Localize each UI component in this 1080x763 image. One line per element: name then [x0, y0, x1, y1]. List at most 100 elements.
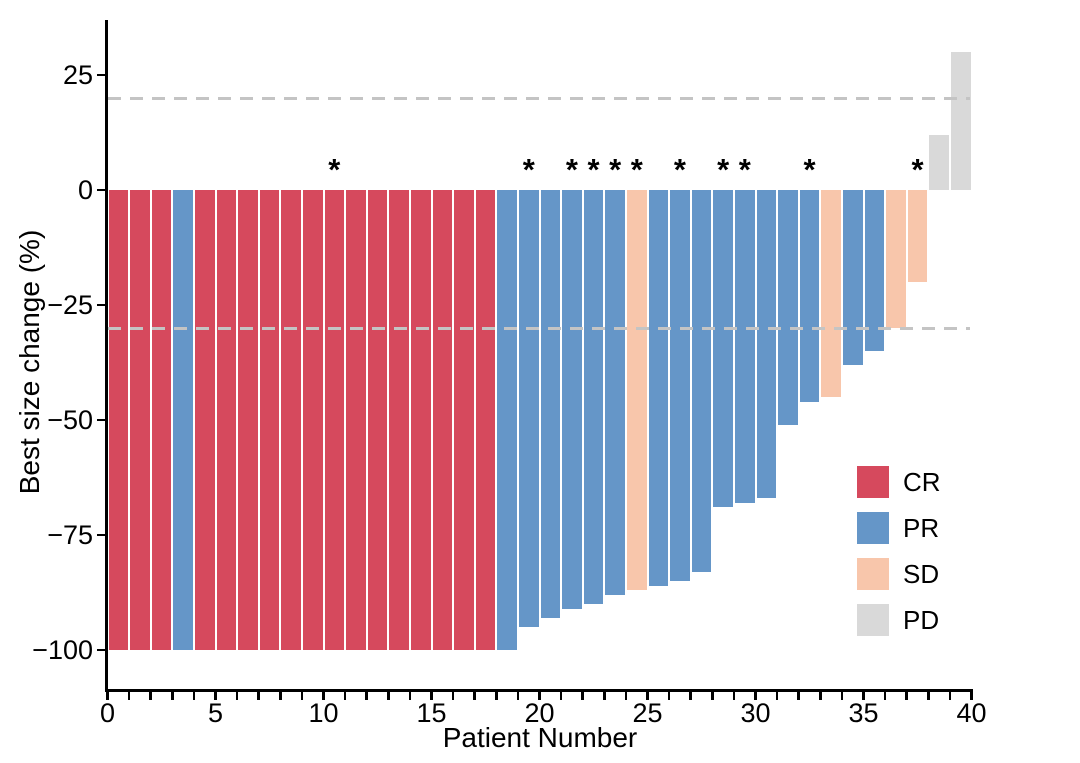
- x-tick-40: [970, 692, 973, 700]
- x-tick-37: [905, 692, 908, 700]
- x-tick-label-25: 25: [632, 698, 663, 728]
- legend-label-SD: SD: [903, 559, 940, 589]
- y-tick-label-0: 0: [77, 175, 93, 205]
- x-tick-7: [257, 692, 260, 700]
- bar-patient-6: [216, 190, 237, 650]
- x-tick-8: [279, 692, 282, 700]
- bar-patient-40: [951, 52, 971, 190]
- bar-patient-10: [303, 190, 323, 650]
- x-tick-38: [927, 692, 930, 700]
- y-axis-line: [105, 20, 108, 692]
- y-tick-25: [97, 73, 105, 77]
- x-tick-26: [667, 692, 671, 700]
- x-tick-20: [538, 692, 541, 700]
- y-tick-label-−50: −50: [47, 405, 93, 435]
- x-tick-10: [322, 692, 325, 700]
- y-tick-−25: [97, 303, 105, 307]
- x-tick-label-35: 35: [848, 698, 879, 728]
- bar-patient-36: [864, 190, 885, 351]
- x-tick-label-40: 40: [956, 698, 987, 728]
- star-annotation-patient-29: *: [717, 152, 730, 187]
- x-tick-14: [408, 692, 412, 700]
- x-tick-23: [603, 692, 606, 700]
- x-tick-17: [473, 692, 476, 700]
- x-tick-12: [365, 692, 368, 700]
- x-tick-5: [214, 692, 217, 700]
- x-tick-39: [948, 692, 952, 700]
- x-tick-31: [775, 692, 779, 700]
- x-tick-35: [862, 692, 865, 700]
- bar-patient-22: [562, 190, 582, 609]
- star-annotation-patient-27: *: [673, 152, 686, 187]
- bar-patient-34: [821, 190, 841, 397]
- star-annotation-patient-33: *: [803, 152, 816, 187]
- bar-patient-3: [151, 190, 172, 650]
- star-annotation-patient-38: *: [911, 152, 924, 187]
- bar-patient-4: [173, 190, 193, 650]
- legend-label-PR: PR: [903, 513, 940, 543]
- bar-patient-14: [389, 190, 409, 650]
- y-tick-label-−25: −25: [47, 290, 93, 320]
- bar-patient-25: [627, 190, 647, 591]
- bar-patient-33: [799, 190, 820, 402]
- x-tick-label-0: 0: [99, 698, 116, 728]
- bar-patient-21: [540, 190, 561, 618]
- bar-patient-30: [735, 190, 755, 503]
- bar-patient-12: [346, 190, 366, 650]
- bar-patient-1: [108, 190, 129, 650]
- y-axis-title: Best size change (%): [14, 229, 45, 495]
- x-tick-34: [840, 692, 844, 700]
- x-tick-30: [754, 692, 757, 700]
- bar-patient-15: [411, 190, 431, 650]
- y-tick-label-−100: −100: [32, 635, 93, 665]
- bar-patient-17: [454, 190, 474, 650]
- y-tick-−75: [97, 533, 105, 537]
- y-tick-label-25: 25: [62, 60, 93, 90]
- bar-patient-11: [324, 190, 345, 650]
- y-tick-label-−75: −75: [47, 520, 93, 550]
- bar-patient-27: [670, 190, 690, 581]
- bar-patient-35: [843, 190, 863, 365]
- bar-patient-5: [195, 190, 215, 650]
- y-tick-0: [97, 188, 105, 192]
- x-tick-28: [711, 692, 714, 700]
- x-tick-19: [516, 692, 520, 700]
- reference-line-20-percent: [108, 96, 970, 100]
- x-tick-2: [149, 692, 152, 700]
- bar-patient-16: [432, 190, 453, 650]
- x-tick-label-10: 10: [308, 698, 339, 728]
- x-tick-4: [192, 692, 196, 700]
- bar-patient-23: [583, 190, 604, 604]
- star-annotation-patient-30: *: [738, 152, 751, 187]
- y-tick-−50: [97, 418, 105, 422]
- x-tick-11: [343, 692, 347, 700]
- star-annotation-patient-22: *: [565, 152, 578, 187]
- bar-patient-31: [756, 190, 777, 499]
- star-annotation-patient-24: *: [609, 152, 622, 187]
- x-tick-0: [106, 692, 109, 700]
- legend-label-PD: PD: [903, 605, 940, 635]
- bar-patient-29: [713, 190, 733, 508]
- bar-patient-38: [907, 190, 928, 282]
- star-annotation-patient-11: *: [328, 152, 341, 187]
- x-tick-13: [387, 692, 390, 700]
- x-tick-21: [559, 692, 563, 700]
- x-tick-29: [732, 692, 736, 700]
- legend-swatch-PR: [857, 512, 889, 544]
- reference-line--30-percent: [108, 326, 970, 330]
- bar-patient-18: [475, 190, 496, 650]
- x-tick-label-30: 30: [740, 698, 771, 728]
- star-annotation-patient-23: *: [587, 152, 600, 187]
- x-tick-15: [430, 692, 433, 700]
- x-tick-22: [581, 692, 584, 700]
- bar-patient-39: [929, 134, 949, 190]
- legend-swatch-SD: [857, 558, 889, 590]
- x-axis-title: Patient Number: [442, 722, 638, 753]
- bar-patient-37: [886, 190, 906, 328]
- x-tick-9: [300, 692, 304, 700]
- x-tick-27: [689, 692, 692, 700]
- bar-patient-8: [259, 190, 280, 650]
- x-tick-3: [171, 692, 174, 700]
